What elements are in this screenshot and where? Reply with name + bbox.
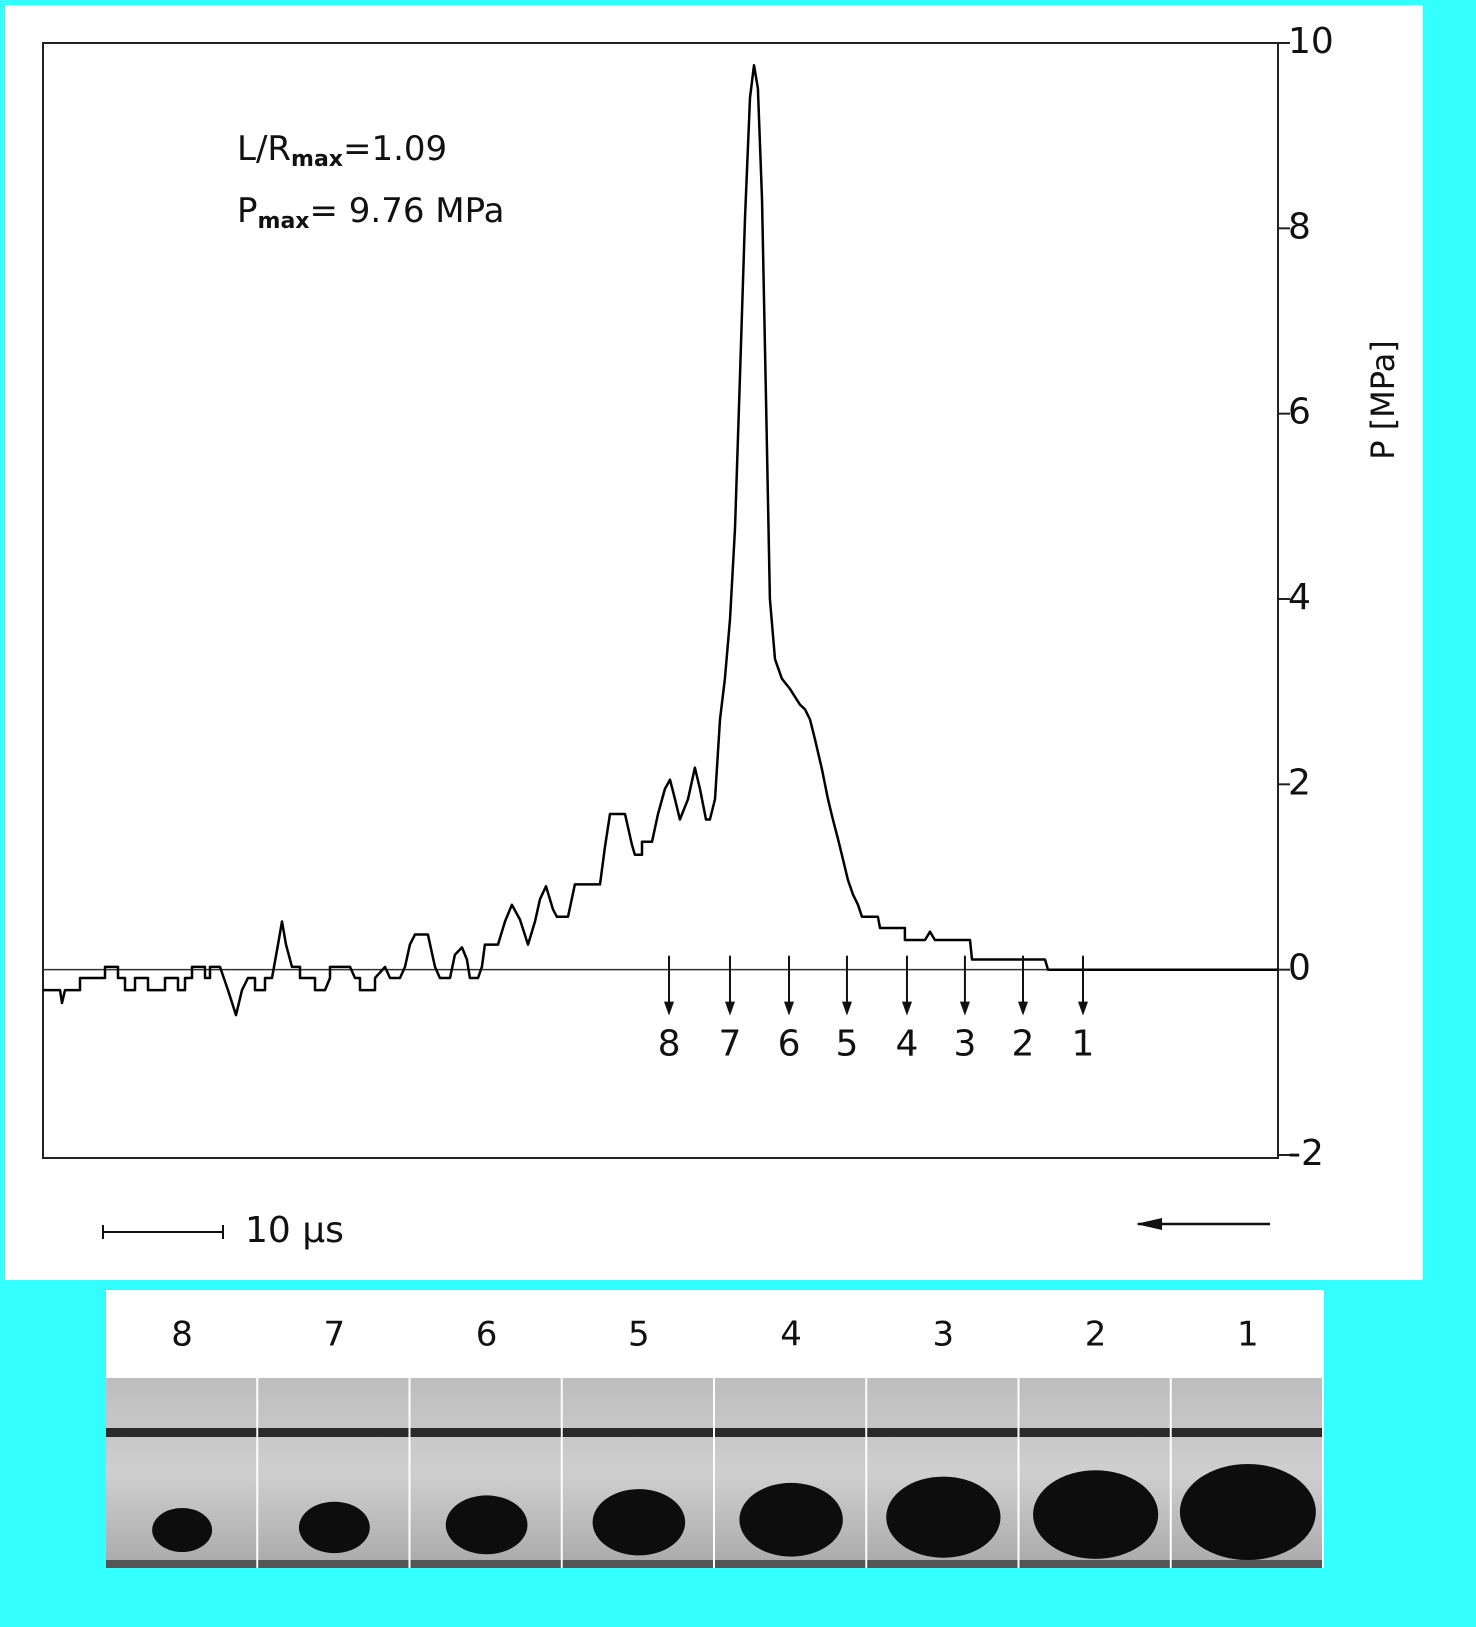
chart-panel <box>5 5 1423 1280</box>
photo-wall <box>106 1428 257 1437</box>
bubble <box>298 1501 370 1554</box>
frame-marker-label: 3 <box>953 1024 976 1065</box>
annotation-text: = 9.76 MPa <box>309 191 504 231</box>
bubble <box>1179 1464 1316 1560</box>
bubble <box>445 1495 528 1555</box>
y-tick-label: 10 <box>1288 21 1334 62</box>
frame-marker-head <box>959 1001 970 1016</box>
frame-marker-label: 4 <box>896 1024 919 1065</box>
photo-floor <box>1019 1560 1170 1568</box>
photo-wall <box>1171 1428 1322 1437</box>
scale-bar-label: 10 µs <box>245 1210 344 1251</box>
photo-wall <box>1019 1428 1170 1437</box>
y-tick-label: 4 <box>1288 577 1311 618</box>
photo-floor <box>1171 1560 1322 1568</box>
bubble <box>1033 1470 1159 1559</box>
y-tick-label: 6 <box>1288 392 1311 433</box>
photo-label: 2 <box>1085 1315 1107 1355</box>
time-direction-arrowhead <box>1136 1218 1162 1230</box>
photo-wall <box>715 1428 866 1437</box>
annotation-text: P <box>237 191 258 231</box>
photo-label: 1 <box>1237 1315 1259 1355</box>
photo-wall <box>867 1428 1018 1437</box>
bubble <box>152 1508 213 1552</box>
photo-floor <box>410 1560 561 1568</box>
pressure-line <box>43 63 1278 1017</box>
photo-label: 7 <box>324 1315 346 1355</box>
photo-floor <box>562 1560 713 1568</box>
y-tick-label: 8 <box>1288 206 1311 247</box>
photo-wall <box>562 1428 713 1437</box>
frame-marker-head <box>841 1001 852 1016</box>
photo-label: 6 <box>476 1315 498 1355</box>
bubble <box>886 1476 1001 1558</box>
photo-label: 5 <box>628 1315 650 1355</box>
bubble <box>739 1482 843 1557</box>
y-tick-label: 0 <box>1288 948 1311 989</box>
photo-label: 4 <box>780 1315 802 1355</box>
y-axis-label: P [MPa] <box>1364 340 1402 460</box>
annotation-sub: max <box>291 147 343 172</box>
photo-floor <box>867 1560 1018 1568</box>
y-tick-label: -2 <box>1288 1133 1324 1174</box>
frame-marker-head <box>1078 1001 1089 1016</box>
frame-marker-head <box>1018 1001 1029 1016</box>
plot-frame <box>42 42 1279 1159</box>
frame-marker-label: 5 <box>836 1024 859 1065</box>
frame-marker-head <box>784 1001 795 1016</box>
annotation-sub: max <box>258 209 310 234</box>
annotation-text: L/R <box>237 129 291 169</box>
y-tick-label: 2 <box>1288 762 1311 803</box>
bubble <box>592 1489 686 1556</box>
photo-wall <box>258 1428 409 1437</box>
frame-marker-label: 8 <box>658 1024 681 1065</box>
photo-floor <box>258 1560 409 1568</box>
frame-marker-head <box>901 1001 912 1016</box>
frame-marker-label: 7 <box>719 1024 742 1065</box>
photo-wall <box>410 1428 561 1437</box>
photo-floor <box>106 1560 257 1568</box>
annotation: Pmax= 9.76 MPa <box>237 191 504 235</box>
photo-label: 8 <box>171 1315 193 1355</box>
frame-marker-head <box>664 1001 675 1016</box>
photo-floor <box>715 1560 866 1568</box>
frame-marker-label: 2 <box>1012 1024 1035 1065</box>
frame-marker-label: 6 <box>778 1024 801 1065</box>
annotation: L/Rmax=1.09 <box>237 129 447 173</box>
frame-marker-label: 1 <box>1072 1024 1095 1065</box>
frame-marker-head <box>724 1001 735 1016</box>
photo-label: 3 <box>933 1315 955 1355</box>
annotation-text: =1.09 <box>343 129 447 169</box>
